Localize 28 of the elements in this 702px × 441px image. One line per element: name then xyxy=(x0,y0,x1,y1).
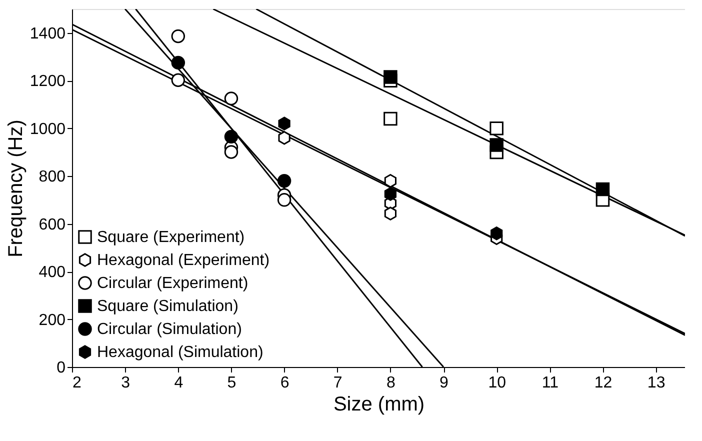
legend-label: Circular (Simulation) xyxy=(97,321,242,338)
x-tick-label: 3 xyxy=(121,374,130,392)
x-tick-label: 11 xyxy=(542,374,559,392)
y-tick-label: 600 xyxy=(38,216,66,234)
y-tick-label: 0 xyxy=(56,360,66,376)
x-tick-label: 10 xyxy=(488,374,506,392)
x-tick-label: 5 xyxy=(227,374,236,392)
y-tick-label: 1200 xyxy=(30,73,66,90)
y-axis-title: Frequency (Hz) xyxy=(4,120,27,258)
legend-label: Hexagonal (Simulation) xyxy=(97,344,264,361)
legend-label: Circular (Experiment) xyxy=(97,275,248,292)
x-tick-label: 6 xyxy=(280,374,290,392)
y-tick-label: 800 xyxy=(38,168,66,186)
x-tick-label: 7 xyxy=(333,374,342,392)
x-axis-title: Size (mm) xyxy=(333,394,425,416)
legend-label: Square (Simulation) xyxy=(97,298,238,315)
x-tick-label: 12 xyxy=(594,374,612,392)
x-tick-label: 13 xyxy=(647,374,666,392)
x-tick-label: 8 xyxy=(386,374,396,392)
y-tick-label: 200 xyxy=(38,312,66,329)
legend-label: Hexagonal (Experiment) xyxy=(97,252,270,269)
legend-label: Square (Experiment) xyxy=(97,229,245,246)
x-tick-label: 9 xyxy=(440,374,449,392)
y-tick-label: 400 xyxy=(38,264,66,282)
x-tick-label: 4 xyxy=(174,374,184,392)
y-tick-label: 1000 xyxy=(30,120,66,138)
y-tick-label: 1400 xyxy=(30,25,66,42)
x-tick-label: 2 xyxy=(72,374,82,392)
